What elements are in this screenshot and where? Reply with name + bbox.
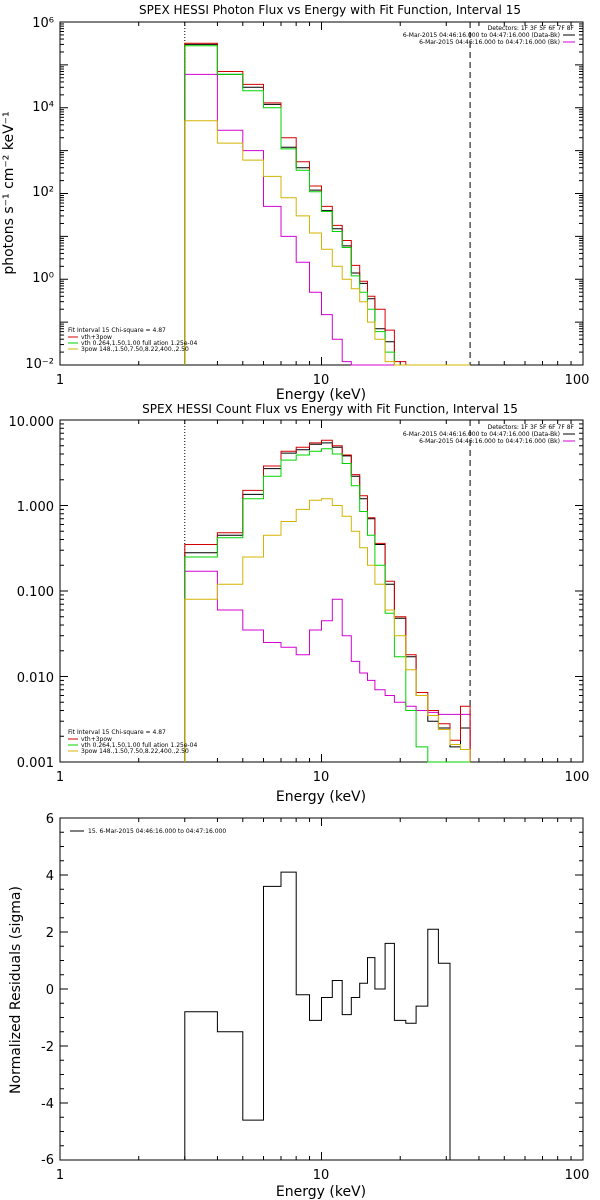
panel1-ticks: [59, 21, 584, 366]
panel2-series: [184, 439, 471, 763]
panel2-xtick-label: 100: [565, 770, 590, 785]
panel1-x-axis-label: Energy (keV): [276, 387, 366, 403]
panel3-axes-frame: [59, 817, 584, 1161]
panel2-series-6-mar-2015-04-46-16-000-to-04-47-16-000-: [184, 570, 471, 762]
panel1-xtick-label: 1: [56, 373, 64, 388]
panel1-ytick-label: 10⁴: [32, 100, 54, 115]
panel2-legend-3pow: 3pow 148.,1.50,7.50,8.22,400.,2.50: [81, 748, 189, 755]
panel3-ytick-label: 4: [46, 869, 54, 884]
panel3-series: [184, 871, 471, 1161]
panel3-x-axis-label: Energy (keV): [276, 1184, 366, 1200]
panel1-series-6-mar-2015-04-46-16-000-to-04-47-16-000-: [184, 73, 471, 366]
count-flux-panel: SPEX HESSI Count Flux vs Energy with Fit…: [9, 402, 590, 805]
panel2-xtick-label: 1: [56, 770, 64, 785]
panel3-ticks: [59, 817, 584, 1161]
panel1-legend-detectors: Detectors: 1F 3F 5F 6F 7F 8F: [488, 25, 575, 32]
panel2-series-3pow-148-1-50-7-50-8-22-400-2-50: [184, 498, 471, 762]
panel2-legend-vth: vth 0.264,1.50,1.00 full ation 1.25e-04: [81, 742, 197, 749]
panel1-xtick-label: 100: [565, 373, 590, 388]
panel1-xtick-label: 10: [313, 373, 330, 388]
panel3-ytick-label: 2: [46, 926, 54, 941]
panel3-ytick-label: 6: [46, 812, 54, 827]
panel1-ytick-label: 10²: [32, 185, 54, 200]
panel2-xtick-label: 10: [313, 770, 330, 785]
panel1-title: SPEX HESSI Photon Flux vs Energy with Fi…: [139, 3, 521, 17]
panel1-ytick-label: 10⁰: [32, 271, 54, 286]
panel1-ytick-label: 10⁶: [32, 16, 54, 31]
panel1-series: [184, 42, 471, 366]
panel2-x-axis-label: Energy (keV): [276, 789, 366, 805]
panel2-ytick-label: 0.001: [17, 756, 54, 771]
panel1-fit-interval-text: Fit Interval 15 Chi-square = 4.87: [68, 327, 166, 334]
panel1-legend-bk: 6-Mar-2015 04:46:16.000 to 04:47:16.000 …: [419, 39, 560, 46]
panel1-series-vth-3pow: [184, 42, 471, 366]
panel3-legend-text: 15. 6-Mar-2015 04:46:16.000 to 04:47:16.…: [88, 828, 226, 835]
panel1-series-vth-0-264-1-50-1-00-full-ation-1-25e-04: [184, 45, 471, 366]
panel1-legend-3pow: 3pow 148.,1.50,7.50,8.22,400.,2.50: [81, 346, 189, 353]
panel2-series-vth-0-264-1-50-1-00-full-ation-1-25e-04: [184, 448, 471, 763]
panel2-fit-interval-text: Fit Interval 15 Chi-square = 4.87: [68, 729, 166, 736]
photon-flux-panel: SPEX HESSI Photon Flux vs Energy with Fi…: [1, 3, 589, 403]
panel1-legend-data-bk: 6-Mar-2015 04:46:16.000 to 04:47:16.000 …: [403, 32, 560, 39]
panel2-ytick-label: 1.000: [17, 500, 54, 515]
panel2-legend-detectors: Detectors: 1F 3F 5F 6F 7F 8F: [488, 424, 575, 431]
panel1-legend-vth: vth 0.264,1.50,1.00 full ation 1.25e-04: [81, 340, 197, 347]
panel2-ticks: [59, 419, 584, 763]
panel2-ytick-label: 10.000: [9, 415, 55, 430]
panel3-series-15-6-mar-2015-04-46-16-000-to-04-47-16-0: [184, 871, 471, 1161]
panel2-series-vth-3pow: [184, 439, 471, 762]
panel3-ytick-label: 0: [46, 983, 54, 998]
panel1-vlines: [184, 22, 471, 365]
panel3-xtick-label: 10: [313, 1168, 330, 1183]
panel1-series-6-mar-2015-04-46-16-000-to-04-47-16-000-: [184, 43, 471, 366]
panel1-legend-vth3pow: vth+3pow: [81, 334, 112, 341]
panel2-ytick-label: 0.100: [17, 585, 54, 600]
panel2-legend-bk: 6-Mar-2015 04:46:16.000 to 04:47:16.000 …: [419, 438, 560, 445]
panel3-xtick-label: 100: [565, 1168, 590, 1183]
residuals-panel: 6 4 2 0 -2 -4 -6 1 10 100 Energy (keV) N…: [8, 812, 589, 1200]
panel1-series-3pow-148-1-50-7-50-8-22-400-2-50: [184, 120, 471, 366]
panel1-ytick-label: 10⁻²: [25, 357, 54, 372]
panel2-legend-data-bk: 6-Mar-2015 04:46:16.000 to 04:47:16.000 …: [403, 431, 560, 438]
panel2-legend-vth3pow: vth+3pow: [81, 736, 112, 743]
panel1-y-axis-label: photons s⁻¹ cm⁻² keV⁻¹: [1, 111, 17, 274]
panel3-ytick-label: -6: [41, 1153, 54, 1168]
panel3-ytick-label: -4: [41, 1097, 54, 1112]
panel3-xtick-label: 1: [56, 1168, 64, 1183]
panel2-title: SPEX HESSI Count Flux vs Energy with Fit…: [142, 402, 518, 416]
panel3-y-axis-label: Normalized Residuals (sigma): [8, 886, 24, 1094]
panel2-axes-frame: [59, 419, 584, 763]
panel2-ytick-label: 0.010: [17, 671, 54, 686]
panel3-ytick-label: -2: [41, 1040, 54, 1055]
